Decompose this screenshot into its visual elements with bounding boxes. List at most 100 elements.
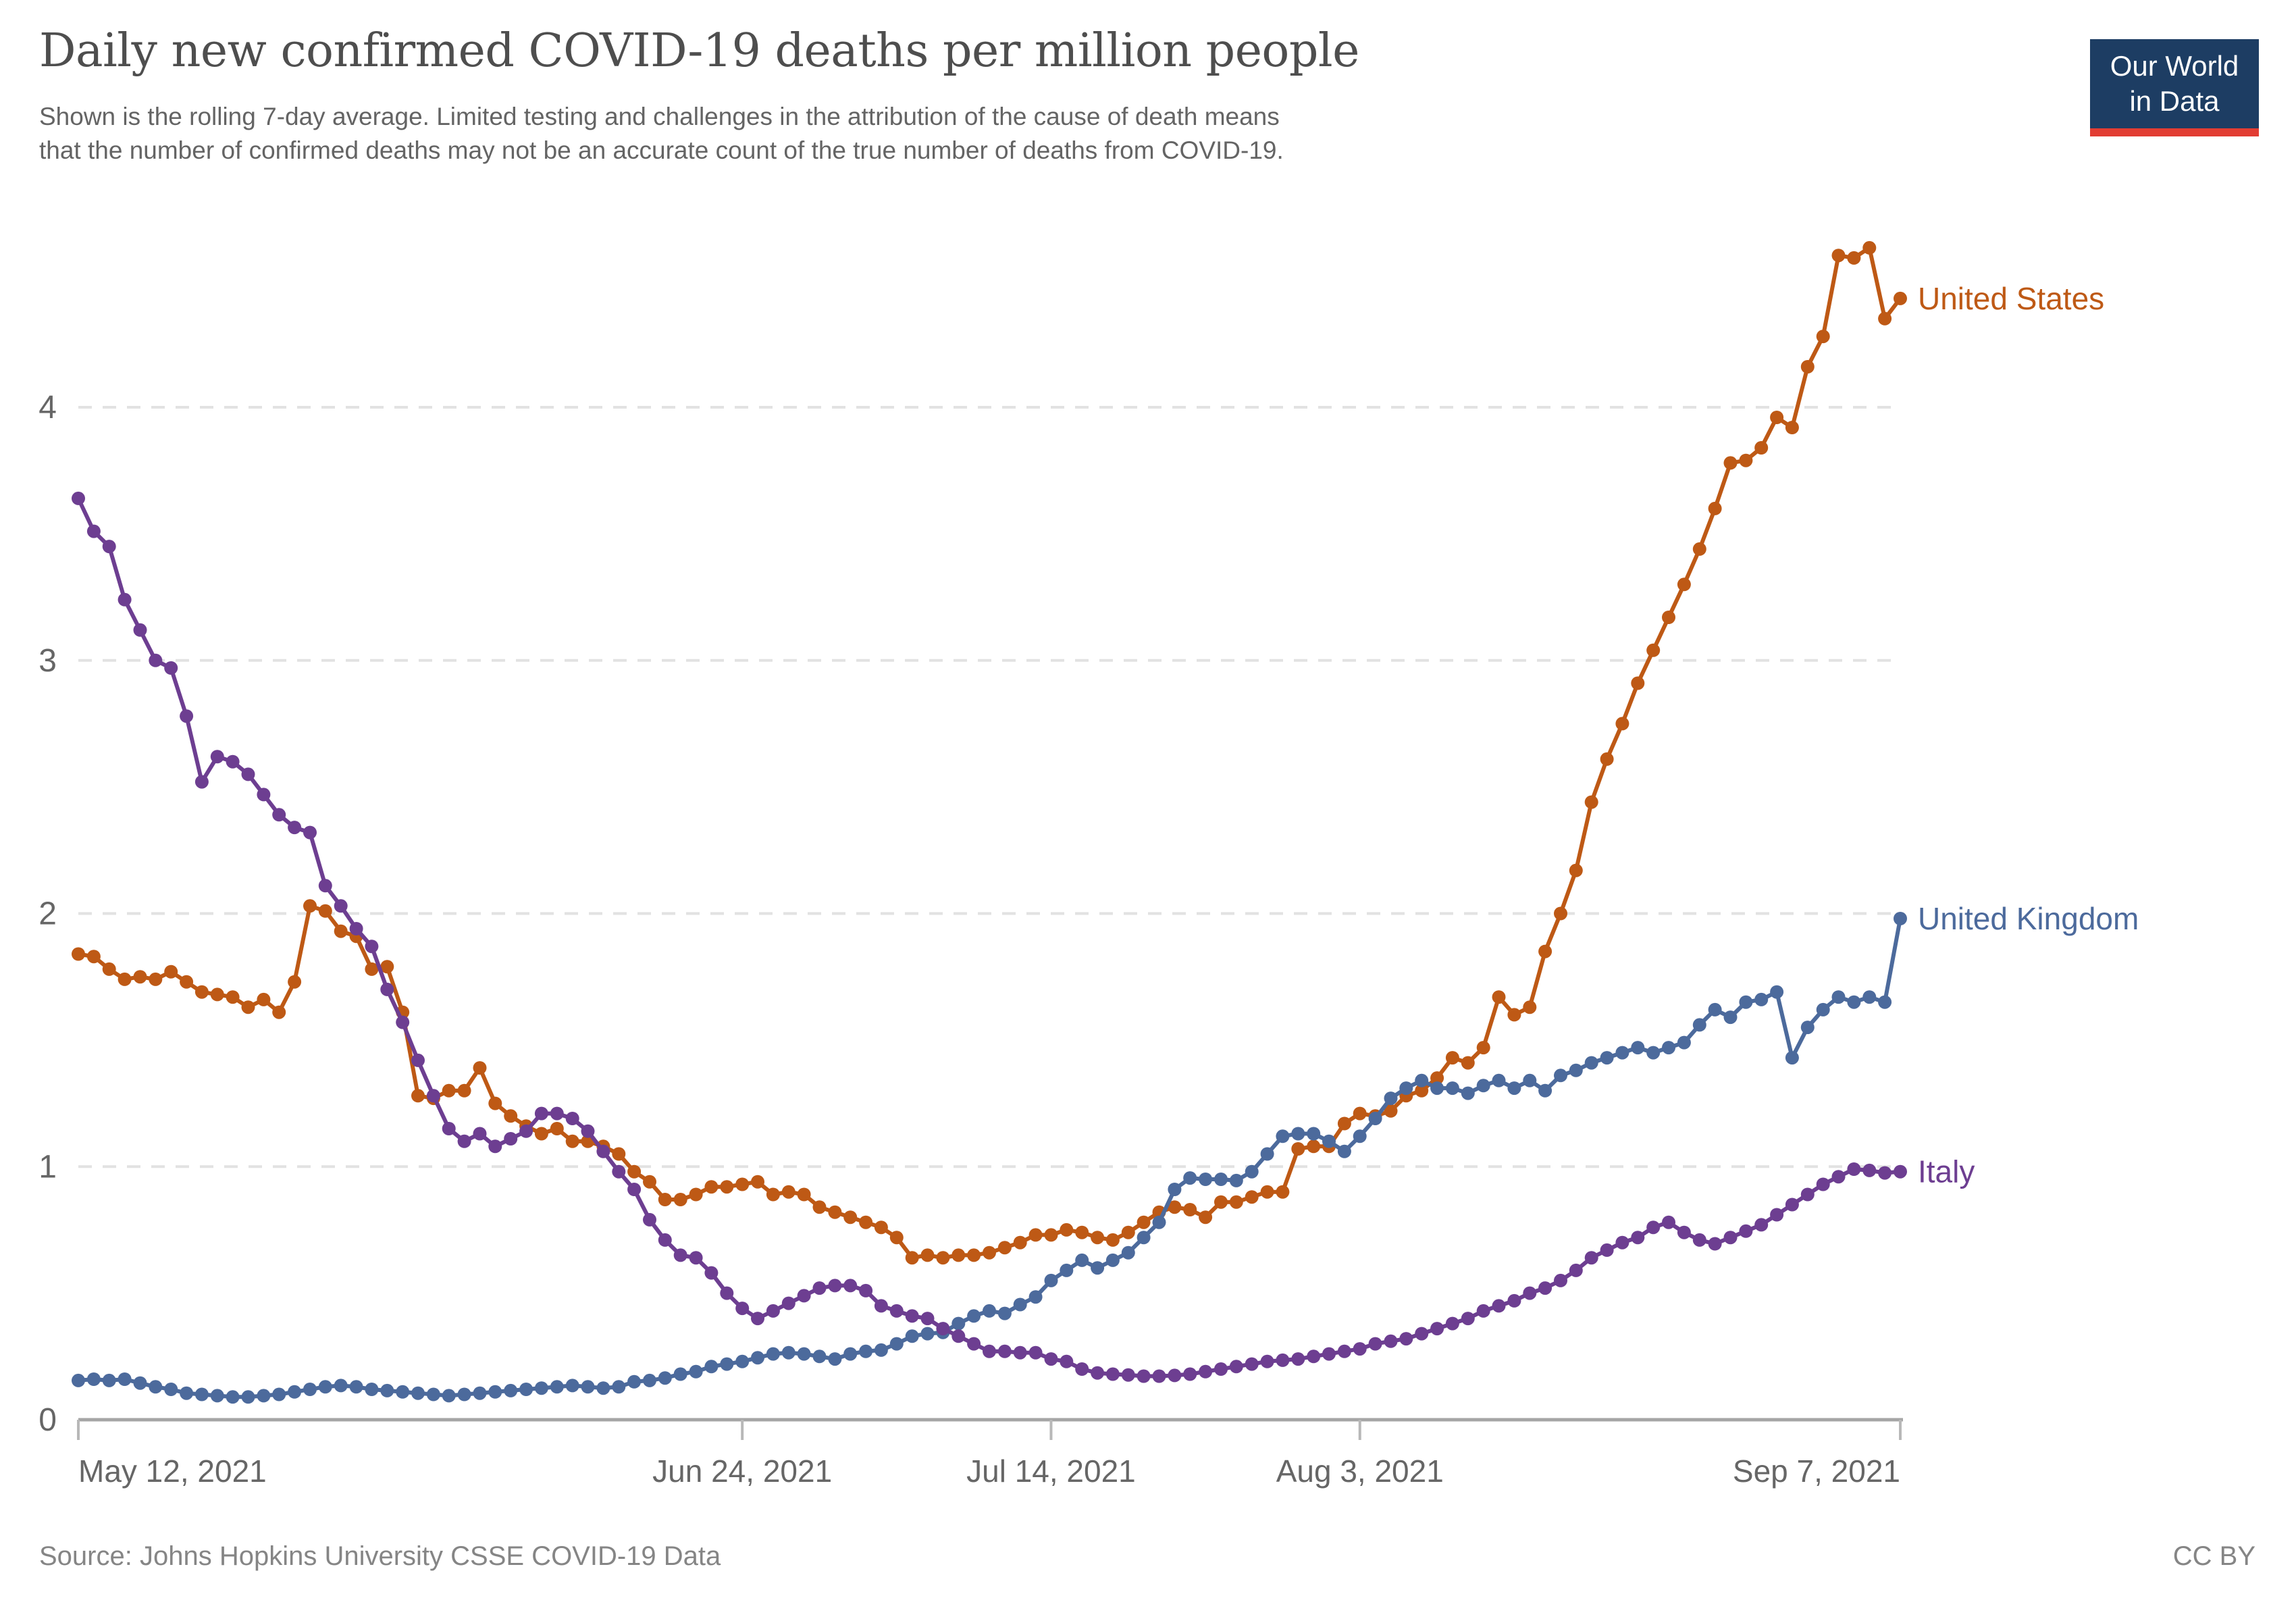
data-point (180, 709, 194, 723)
data-point (288, 1385, 302, 1399)
data-point (118, 592, 132, 607)
data-point (1399, 1332, 1413, 1346)
data-point (133, 623, 147, 637)
data-point (318, 904, 332, 918)
data-point (72, 947, 85, 961)
x-tick-label: Jun 24, 2021 (652, 1453, 832, 1489)
data-point (859, 1283, 873, 1297)
data-point (1615, 1046, 1629, 1060)
data-point (812, 1281, 827, 1295)
data-point (1646, 643, 1661, 657)
data-point (1569, 863, 1583, 877)
owid-logo[interactable]: Our World in Data (2090, 39, 2259, 136)
data-point (751, 1312, 764, 1326)
data-point (457, 1387, 471, 1401)
data-point (1894, 912, 1907, 925)
data-point (781, 1185, 795, 1199)
data-point (1075, 1225, 1089, 1239)
data-point (1770, 985, 1784, 999)
data-point (1183, 1367, 1197, 1381)
data-point (1384, 1334, 1398, 1348)
data-point (1615, 717, 1629, 731)
data-point (565, 1112, 579, 1125)
data-point (983, 1304, 996, 1318)
data-point (272, 1005, 286, 1019)
data-point (1600, 1243, 1614, 1257)
data-point (1631, 676, 1645, 690)
data-point (380, 1383, 394, 1397)
data-point (1044, 1352, 1058, 1366)
data-point (951, 1329, 966, 1343)
data-point (1862, 1163, 1877, 1177)
data-point (1384, 1104, 1398, 1118)
data-point (457, 1083, 471, 1098)
data-point (1075, 1253, 1089, 1267)
data-point (365, 962, 379, 976)
x-tick-label: Sep 7, 2021 (1733, 1453, 1900, 1489)
data-point (936, 1322, 950, 1336)
data-point (1631, 1231, 1645, 1245)
data-point (102, 540, 116, 554)
data-point (1538, 944, 1553, 958)
data-point (550, 1122, 564, 1135)
data-point (149, 653, 163, 667)
data-point (1692, 1233, 1706, 1247)
data-point (1322, 1347, 1336, 1361)
data-point (1584, 1251, 1598, 1265)
data-point (1523, 1000, 1537, 1014)
data-point (1199, 1173, 1213, 1186)
data-point (1091, 1231, 1105, 1245)
data-point (1646, 1220, 1661, 1235)
data-point (843, 1279, 858, 1293)
data-point (504, 1109, 518, 1123)
data-point (1214, 1173, 1228, 1186)
data-point (1816, 330, 1830, 344)
data-point (951, 1248, 966, 1262)
data-point (1538, 1083, 1553, 1098)
data-point (874, 1220, 888, 1235)
data-point (581, 1380, 595, 1394)
license-link[interactable]: CC BY (2172, 1541, 2255, 1571)
data-point (1662, 611, 1675, 624)
data-point (1785, 421, 1799, 434)
data-point (504, 1383, 518, 1397)
data-point (1260, 1147, 1274, 1161)
data-point (905, 1251, 919, 1265)
data-point (1692, 1018, 1706, 1032)
y-tick-label-4: 4 (38, 390, 57, 426)
data-point (1060, 1223, 1074, 1237)
data-point (1723, 1231, 1738, 1245)
data-point (1121, 1368, 1135, 1382)
data-point (643, 1175, 656, 1189)
data-point (766, 1187, 780, 1202)
data-point (473, 1386, 487, 1400)
data-point (751, 1175, 764, 1189)
data-point (210, 987, 224, 1002)
data-point (1569, 1263, 1583, 1277)
data-point (86, 1372, 101, 1386)
data-point (534, 1127, 548, 1141)
data-point (720, 1357, 734, 1371)
data-point (1430, 1081, 1444, 1096)
data-point (1276, 1129, 1290, 1143)
data-point (1894, 291, 1907, 305)
series-end-label-united-kingdom[interactable]: United Kingdom (1918, 901, 2139, 936)
data-point (997, 1344, 1012, 1358)
data-point (426, 1387, 440, 1401)
data-point (1060, 1263, 1074, 1277)
data-point (365, 1383, 379, 1396)
y-tick-label-1: 1 (38, 1149, 57, 1185)
series-line-united-states[interactable] (76, 245, 1902, 1260)
series-end-label-italy[interactable]: Italy (1918, 1154, 1975, 1189)
data-point (828, 1205, 842, 1219)
data-point (689, 1187, 703, 1202)
data-point (1322, 1134, 1336, 1148)
data-point (1847, 251, 1861, 265)
data-point (612, 1164, 626, 1179)
data-point (118, 972, 132, 986)
series-end-label-united-states[interactable]: United States (1918, 281, 2104, 316)
data-point (1307, 1349, 1321, 1364)
data-point (874, 1343, 888, 1357)
series-line-united-kingdom[interactable] (76, 917, 1902, 1399)
